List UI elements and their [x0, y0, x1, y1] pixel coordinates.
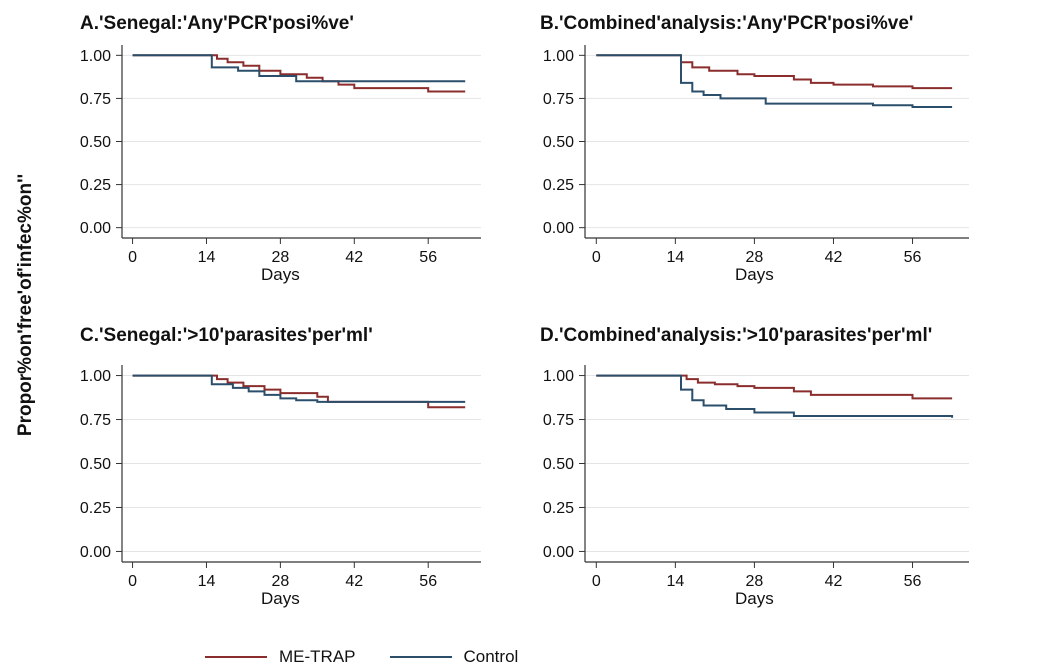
panel-b-y-tick-label: 0.50: [543, 134, 574, 151]
panel-c-x-tick-label: 28: [271, 573, 289, 590]
panel-c-x-tick-label: 56: [419, 573, 437, 590]
panel-c-x-tick-label: 0: [128, 573, 137, 590]
panel-c-x-tick-label: 42: [345, 573, 363, 590]
panel-d-y-tick-label: 0.50: [543, 456, 574, 473]
panel-b-x-tick-label: 14: [666, 249, 684, 266]
panel-c-x-axis-label: Days: [261, 589, 300, 608]
panel-c-y-tick-label: 0.75: [80, 412, 111, 429]
panel-a-series-control: [132, 54, 466, 83]
panel-d-title: D.'Combined'analysis:'>10'parasites'per'…: [540, 325, 933, 346]
panel-d-y-tick-label: 1.00: [543, 368, 574, 385]
panel-d-series-control: [596, 374, 954, 418]
panel-d-x-tick-label: 42: [825, 573, 843, 590]
panel-d-y-tick-label: 0.25: [543, 500, 574, 517]
panel-b-x-tick-label: 42: [825, 249, 843, 266]
panel-b-y-tick-label: 0.75: [543, 91, 574, 108]
panel-b-x-tick-label: 28: [746, 249, 764, 266]
legend-item-control: Control: [389, 647, 519, 667]
panel-c-title: C.'Senegal:'>10'parasites'per'ml': [80, 325, 373, 346]
panel-c-y-tick-label: 1.00: [80, 368, 111, 385]
legend-swatch-control: [389, 656, 452, 658]
panel-d-x-axis-label: Days: [735, 589, 774, 608]
legend: ME-TRAP Control: [205, 645, 552, 669]
panel-a-x-tick-label: 14: [198, 249, 216, 266]
panel-b-x-tick-label: 0: [592, 249, 601, 266]
panel-a-y-tick-label: 0.25: [80, 177, 111, 194]
panel-a-y-tick-label: 0.75: [80, 91, 111, 108]
panel-c-series-control: [132, 374, 466, 403]
panel-c-x-tick-label: 14: [198, 573, 216, 590]
panel-b-title: B.'Combined'analysis:'Any'PCR'posi%ve': [540, 13, 914, 34]
panel-c-y-tick-label: 0.50: [80, 456, 111, 473]
panel-a-x-tick-label: 28: [271, 249, 289, 266]
panel-d-x-tick-label: 14: [666, 573, 684, 590]
panel-a-y-tick-label: 0.50: [80, 134, 111, 151]
panel-d-x-tick-label: 56: [904, 573, 922, 590]
panel-c-y-tick-label: 0.25: [80, 500, 111, 517]
legend-swatch-me-trap: [205, 656, 267, 658]
panel-b-x-tick-label: 56: [904, 249, 922, 266]
panel-a-x-axis-label: Days: [261, 265, 300, 284]
panel-b-x-axis-label: Days: [735, 265, 774, 284]
panel-a-title: A.'Senegal:'Any'PCR'posi%ve': [80, 13, 354, 34]
panel-b-y-tick-label: 1.00: [543, 48, 574, 65]
panel-a-y-tick-label: 0.00: [80, 220, 111, 237]
panel-a-x-tick-label: 56: [419, 249, 437, 266]
panel-b-y-tick-label: 0.00: [543, 220, 574, 237]
panel-a-y-tick-label: 1.00: [80, 48, 111, 65]
legend-label-me-trap: ME-TRAP: [279, 647, 356, 666]
chart-panels: 0.00 0.25 0.50 0.75 1.00 0 14 28 42 56 Days 0.00 0.2…: [80, 45, 969, 608]
panel-d-x-tick-label: 0: [592, 573, 601, 590]
panel-b-series-control: [596, 54, 953, 108]
legend-item-me-trap: ME-TRAP: [205, 647, 356, 667]
panel-d-x-tick-label: 28: [746, 573, 764, 590]
panel-d-series-me-trap: [596, 374, 953, 400]
panel-d-y-tick-label: 0.75: [543, 412, 574, 429]
panel-d-y-tick-label: 0.00: [543, 544, 574, 561]
panel-a-series-me-trap: [132, 54, 466, 93]
panel-a-x-tick-label: 0: [128, 249, 137, 266]
panel-b-y-tick-label: 0.25: [543, 177, 574, 194]
legend-label-control: Control: [463, 647, 519, 666]
panel-c-y-tick-label: 0.00: [80, 544, 111, 561]
panel-a-x-tick-label: 42: [345, 249, 363, 266]
panel-b-series-me-trap: [596, 54, 953, 90]
